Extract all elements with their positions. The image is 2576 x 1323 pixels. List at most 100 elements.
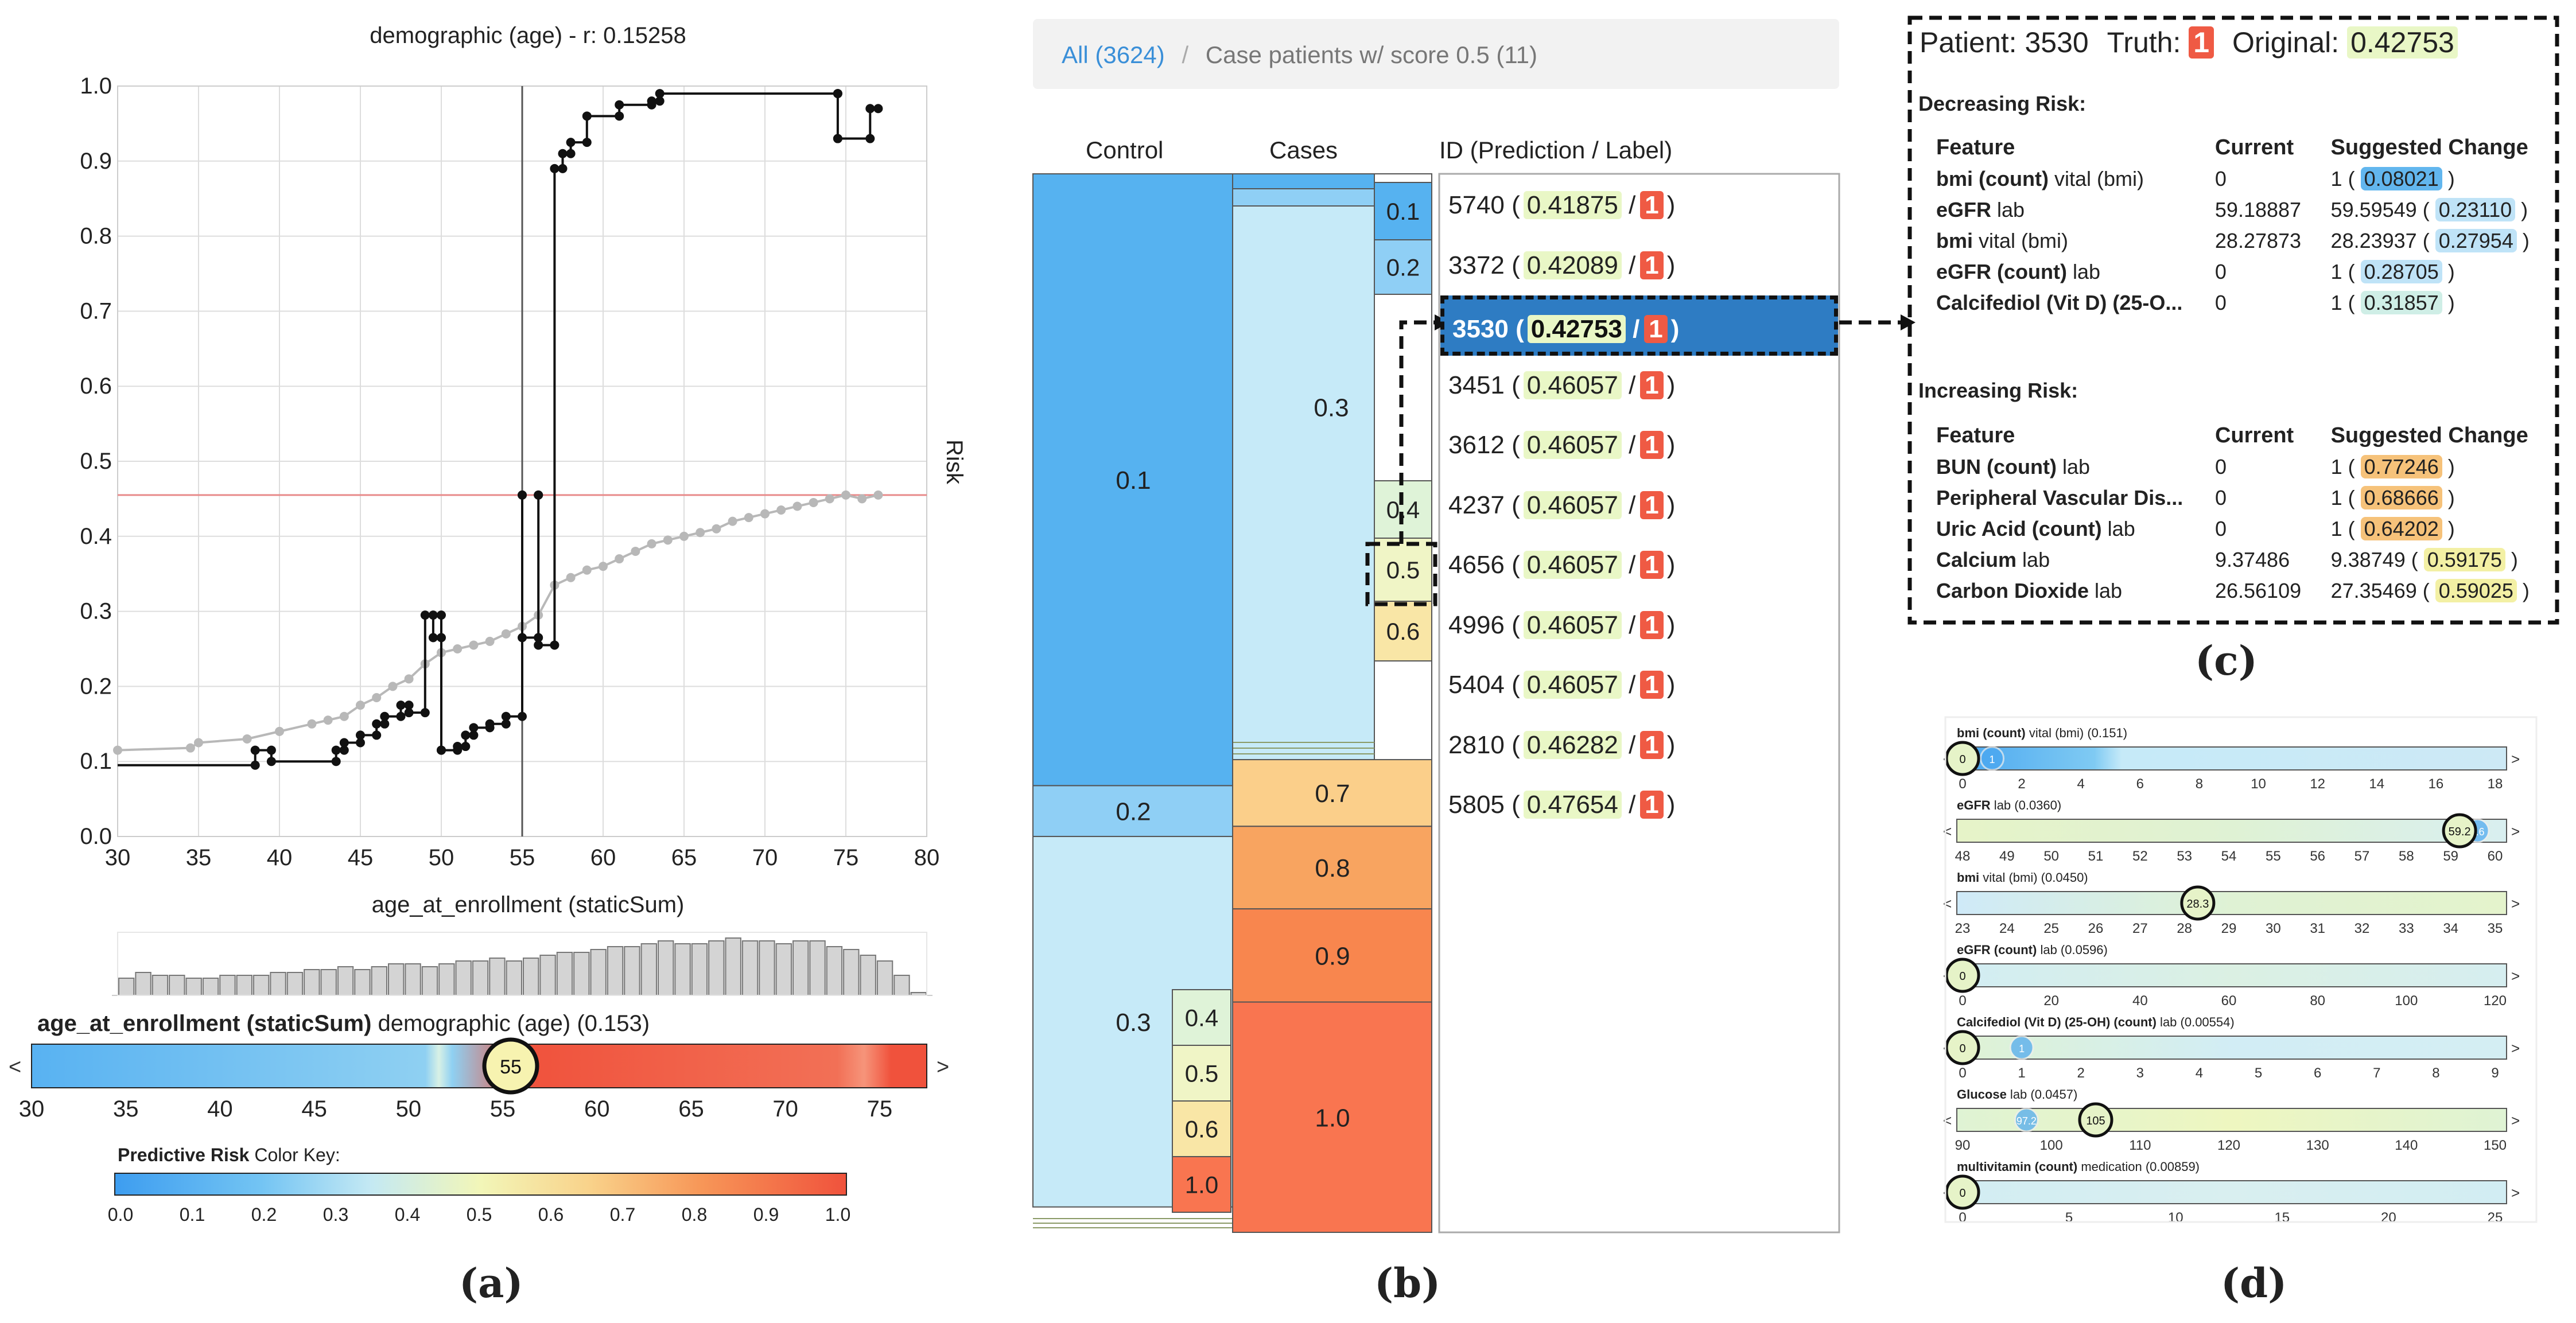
cases-block[interactable]: [1232, 908, 1432, 1003]
histogram-bar: [843, 949, 860, 996]
row-paren: (: [1504, 671, 1520, 699]
slider-left-arrow[interactable]: <: [1943, 823, 1952, 840]
suggestion-row[interactable]: Peripheral Vascular Dis... 0 1 ( 0.68666 ): [1934, 482, 2554, 513]
suggested-value-marker[interactable]: [2014, 1107, 2039, 1133]
series-point: [485, 719, 495, 729]
control-block[interactable]: [1032, 173, 1233, 787]
cases-block[interactable]: [1232, 759, 1432, 827]
slider-left-arrow[interactable]: <: [1943, 1112, 1952, 1129]
series-point: [331, 757, 341, 766]
series-point: [266, 757, 276, 766]
breadcrumb: All (3624) / Case patients w/ score 0.5 …: [1062, 41, 1537, 69]
current-value-handle[interactable]: [2180, 885, 2216, 921]
age-slider-handle[interactable]: [482, 1037, 539, 1095]
color-key-tick-label: 0.0: [108, 1204, 133, 1225]
cases-column[interactable]: 0.30.70.80.91.00.10.20.40.50.6: [1232, 173, 1432, 1233]
control-block[interactable]: [1032, 785, 1233, 837]
x-tick-label: 50: [429, 845, 454, 870]
slider-right-arrow[interactable]: >: [2511, 1112, 2520, 1129]
current-cell: 0: [2214, 455, 2227, 478]
control-sub-block[interactable]: [1172, 989, 1231, 1046]
patient-id-list[interactable]: 5740 (0.41875 /1) 3372 (0.42089 /1) 3530 (…: [1440, 176, 1838, 835]
feature-slider-track[interactable]: [1956, 1180, 2507, 1204]
score-badge: 0.28705: [2360, 260, 2442, 283]
feature-slider-track[interactable]: [1956, 746, 2507, 771]
control-column-header: Control: [1086, 137, 1164, 164]
age-slider-left-arrow[interactable]: <: [9, 1055, 21, 1079]
age-slider[interactable]: 55 < > 30 35 40 45 50 55 60 65 70 75: [9, 1037, 949, 1122]
control-column[interactable]: 0.1 0.2 0.3 0.4 0.5 0.6 1.0: [1032, 173, 1233, 1228]
current-value-label: 0: [1959, 1042, 1965, 1055]
score-badge: 0.64202: [2360, 517, 2442, 540]
breadcrumb-all-link[interactable]: All (3624): [1062, 41, 1165, 68]
y-axis-label: Risk: [942, 439, 967, 485]
suggestion-row[interactable]: Carbon Dioxide lab 26.56109 27.35469 ( 0.5…: [1934, 575, 2554, 606]
suggestion-row[interactable]: bmi (count) vital (bmi) 0 1 ( 0.08021 ): [1934, 164, 2554, 194]
feature-slider-track[interactable]: [1956, 1036, 2507, 1060]
slider-right-arrow[interactable]: >: [2511, 1040, 2520, 1057]
slider-right-arrow[interactable]: >: [2511, 967, 2520, 985]
suggested-value-marker[interactable]: [2009, 1035, 2034, 1060]
label-badge: 1: [1640, 431, 1664, 459]
age-slider-track[interactable]: [31, 1044, 927, 1088]
current-value-handle[interactable]: [1945, 1174, 1980, 1210]
age-slider-right-arrow[interactable]: >: [937, 1055, 949, 1079]
suggestion-row[interactable]: Uric Acid (count) lab 0 1 ( 0.64202 ): [1934, 513, 2554, 544]
patient-row[interactable]: 4656 (0.46057 /1): [1440, 535, 1838, 596]
cases-block[interactable]: [1232, 1001, 1432, 1233]
patient-row[interactable]: 3372 (0.42089 /1): [1440, 236, 1838, 296]
cases-top-block[interactable]: [1232, 173, 1375, 189]
feature-slider-track[interactable]: [1956, 963, 2507, 987]
control-sub-block[interactable]: [1172, 1156, 1231, 1213]
suggestion-row[interactable]: eGFR (count) lab 0 1 ( 0.28705 ): [1934, 256, 2554, 287]
slider-right-arrow[interactable]: >: [2511, 1184, 2520, 1201]
patient-row[interactable]: 3451 (0.46057 /1): [1440, 356, 1838, 416]
row-separator: /: [1621, 671, 1636, 699]
color-key-tick-label: 0.9: [753, 1204, 779, 1225]
current-value-handle[interactable]: [1945, 1030, 1980, 1065]
cases-side-block[interactable]: [1374, 480, 1432, 539]
patient-row[interactable]: 3612 (0.46057 /1): [1440, 415, 1838, 476]
series-point: [615, 100, 624, 110]
suggestion-row[interactable]: eGFR lab 59.18887 59.59549 ( 0.23110 ): [1934, 194, 2554, 225]
current-value-handle[interactable]: [1945, 741, 1980, 776]
cases-side-block[interactable]: [1374, 182, 1432, 240]
slider-right-arrow[interactable]: >: [2511, 823, 2520, 840]
suggestion-row[interactable]: bmi vital (bmi) 28.27873 28.23937 ( 0.2795…: [1934, 225, 2554, 256]
cases-block[interactable]: [1232, 826, 1432, 910]
feature-sliders[interactable]: <>02468101214161810<>4849505152535455565…: [1943, 716, 2538, 1225]
patient-row[interactable]: 5805 (0.47654 /1): [1440, 775, 1838, 835]
label-badge: 1: [1644, 315, 1668, 343]
patient-row[interactable]: 2810 (0.46282 /1): [1440, 715, 1838, 776]
feature-slider-track[interactable]: [1956, 819, 2507, 843]
patient-row[interactable]: 5404 (0.46057 /1): [1440, 655, 1838, 715]
cases-side-block[interactable]: [1374, 239, 1432, 295]
series-point: [865, 134, 875, 143]
feature-slider-track[interactable]: [1956, 891, 2507, 915]
cases-top-block[interactable]: [1232, 188, 1375, 207]
slider-left-arrow[interactable]: <: [1943, 895, 1952, 912]
suggestion-row[interactable]: Calcifediol (Vit D) (25-O... 0 1 ( 0.31857…: [1934, 287, 2554, 318]
current-value-handle[interactable]: [2442, 813, 2477, 849]
feature-slider-track[interactable]: [1956, 1108, 2507, 1132]
patient-row[interactable]: 4996 (0.46057 /1): [1440, 596, 1838, 656]
slider-right-arrow[interactable]: >: [2511, 750, 2520, 768]
series-point: [501, 719, 511, 729]
color-key-tick-label: 0.7: [610, 1204, 635, 1225]
patient-row[interactable]: 4237 (0.46057 /1): [1440, 476, 1838, 536]
suggestion-row[interactable]: BUN (count) lab 0 1 ( 0.77246 ): [1934, 452, 2554, 482]
current-value-handle[interactable]: [2078, 1102, 2113, 1138]
row-paren: ): [1670, 315, 1680, 343]
cases-block[interactable]: [1232, 205, 1375, 761]
suggested-value-marker[interactable]: [1980, 746, 2005, 771]
histogram-brush[interactable]: [117, 932, 927, 996]
patient-row-selected[interactable]: 3530 (0.42753 /1): [1440, 295, 1838, 356]
slider-right-arrow[interactable]: >: [2511, 895, 2520, 912]
cases-side-block[interactable]: [1374, 601, 1432, 662]
row-separator: /: [1621, 730, 1636, 759]
patient-row[interactable]: 5740 (0.41875 /1): [1440, 176, 1838, 236]
suggestion-row[interactable]: Calcium lab 9.37486 9.38749 ( 0.59175 ): [1934, 544, 2554, 575]
feature-slider-tick-label: 30: [2266, 921, 2281, 936]
current-value-handle[interactable]: [1945, 958, 1980, 993]
cases-side-block[interactable]: [1374, 538, 1432, 602]
